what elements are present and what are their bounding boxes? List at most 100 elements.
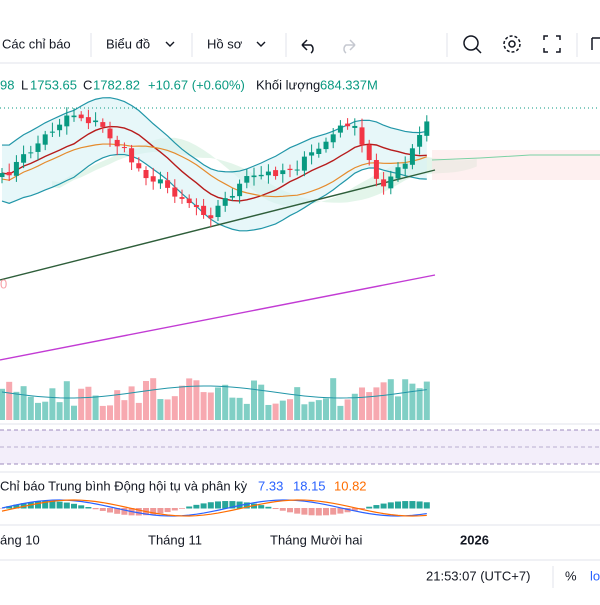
volume-bar (128, 386, 135, 420)
volume-bar (114, 390, 121, 420)
rsi-band (0, 430, 600, 464)
candle-body (359, 127, 365, 145)
snapshot-icon[interactable] (591, 37, 600, 50)
macd-bar (229, 501, 236, 509)
volume-bar (409, 383, 416, 420)
macd-bar (373, 505, 380, 509)
macd-bar (315, 508, 322, 516)
candle-body (157, 179, 163, 184)
macd-bar (35, 501, 41, 509)
low-label: L (21, 77, 28, 92)
macd-line (1, 499, 427, 517)
candle-body (229, 195, 235, 198)
macd-bar (164, 508, 171, 513)
macd-bar (272, 508, 279, 510)
candle-body (244, 176, 250, 183)
redo-icon[interactable] (343, 39, 356, 54)
candle-body (417, 134, 423, 147)
macd-bar (402, 501, 409, 509)
open-value: 98 (0, 77, 14, 92)
candle-body (143, 170, 149, 179)
candle-body (165, 180, 171, 188)
percent-toggle[interactable]: % (565, 568, 577, 583)
macd-bar (71, 503, 77, 509)
volume-bar (49, 388, 56, 420)
volume-bar (373, 387, 380, 420)
macd-bar (114, 508, 121, 514)
change-value: +10.67 (+0.60%) (148, 77, 245, 92)
volume-bar (287, 399, 293, 420)
candle-body (309, 152, 315, 156)
profile-button[interactable]: Hồ sơ (207, 36, 243, 51)
candle-body (0, 173, 5, 178)
time-label: Tháng Mười hai (270, 532, 362, 547)
volume-bar (179, 385, 185, 420)
macd-bar (294, 508, 301, 514)
zoom-icon[interactable] (463, 35, 482, 54)
chart-button[interactable]: Biểu đồ (106, 36, 150, 51)
volume-bar (71, 405, 77, 420)
macd-bar (150, 508, 157, 515)
candle-body (402, 163, 408, 169)
macd-bar (121, 508, 128, 515)
volume-bar (251, 380, 257, 420)
volume-bar (42, 401, 49, 420)
macd-bar (78, 505, 85, 509)
candle-body (294, 169, 300, 171)
log-toggle[interactable]: lo (590, 568, 600, 583)
candle-body (136, 163, 142, 169)
undo-icon[interactable] (301, 39, 314, 54)
clock: 21:53:07 (UTC+7) (426, 568, 530, 583)
volume-bar (359, 387, 365, 420)
candle-body (42, 134, 48, 145)
settings-icon[interactable] (503, 35, 521, 53)
candle-body (49, 131, 55, 133)
macd-bar (186, 506, 193, 509)
volume-bar (0, 388, 5, 420)
macd-bar (330, 508, 337, 515)
volume-bar (6, 381, 13, 420)
candle-body (258, 174, 264, 177)
macd-bar (279, 508, 286, 511)
bollinger-lower (1, 153, 427, 232)
volume-bar (135, 402, 142, 420)
volume-bar (92, 395, 99, 420)
macd-bar (215, 501, 221, 509)
candle-body (424, 121, 430, 136)
candle-body (273, 170, 279, 177)
signal-line (1, 499, 427, 517)
candle-body (193, 205, 199, 208)
macd-bar (387, 502, 394, 509)
macd-bar (99, 508, 106, 511)
macd-bar (366, 506, 373, 509)
macd-bar (287, 508, 293, 513)
volume-bar (20, 386, 27, 420)
fullscreen-icon[interactable] (543, 35, 561, 53)
volume-bar (308, 401, 315, 420)
volume-bar (330, 378, 337, 420)
volume-bar (272, 403, 279, 420)
candle-body (265, 171, 271, 176)
candle-body (121, 147, 127, 149)
macd-bar (337, 508, 344, 514)
macd-bar (171, 508, 178, 511)
candle-body (222, 198, 228, 206)
macd-bar (85, 507, 92, 509)
ichimoku-cloud (52, 137, 477, 206)
candle-body (251, 175, 257, 178)
candle-body (373, 160, 379, 179)
volume-bar (301, 404, 308, 420)
volume-bar (366, 392, 373, 420)
macd-bar (193, 504, 200, 509)
volume-bar (229, 397, 236, 420)
volume-bar (222, 384, 229, 420)
indicators-button[interactable]: Các chỉ báo (2, 36, 71, 51)
price-label: 0 (0, 276, 7, 291)
macd-bar (157, 508, 164, 514)
volume-bar (423, 381, 430, 420)
volume-bar (215, 387, 221, 420)
volume-bar (323, 398, 329, 420)
candle-body (330, 134, 336, 143)
time-label: áng 10 (0, 532, 40, 547)
candle-body (323, 141, 329, 150)
